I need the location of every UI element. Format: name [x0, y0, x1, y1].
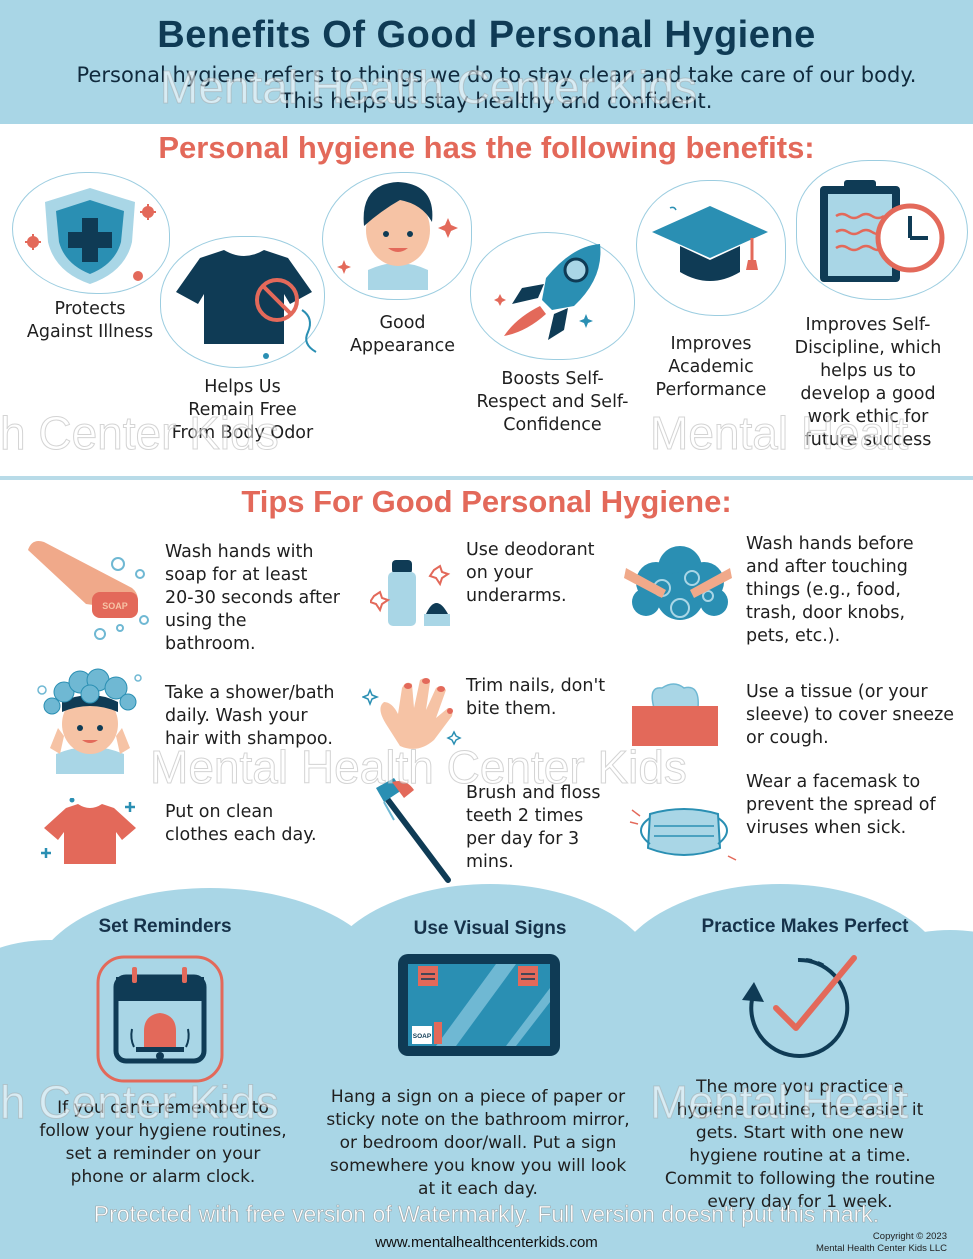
soap-label: SOAP	[413, 1033, 432, 1040]
intro-text: Personal hygiene refers to things we do …	[76, 63, 917, 113]
benefit-blob	[322, 172, 472, 300]
rocket-icon	[494, 244, 601, 340]
benefit-label: Good Appearance	[349, 313, 456, 356]
benefit-blob	[12, 172, 170, 294]
benefit-label: Protects Against Illness	[26, 299, 154, 342]
strategy-text: Hang a sign on a piece of paper or stick…	[326, 1087, 630, 1199]
tip-text: Brush and floss teeth 2 times per day fo…	[466, 783, 601, 872]
clean-shirt-icon	[41, 798, 136, 864]
washing-hands-icon	[624, 546, 732, 620]
strategy-title: Use Visual Signs	[413, 918, 567, 939]
graduation-cap-icon	[652, 206, 768, 281]
hand-nails-icon	[362, 678, 462, 749]
mirror-notes-icon: SOAP	[398, 954, 560, 1056]
soap-label: SOAP	[102, 601, 128, 611]
benefit-label: Helps Us Remain Free From Body Odor	[171, 377, 314, 443]
shampoo-head-icon	[37, 668, 142, 774]
benefit-blob	[636, 180, 786, 316]
tip-text: Trim nails, don't bite them.	[466, 676, 606, 719]
website-link[interactable]: www.mentalhealthcenterkids.com	[375, 1234, 598, 1251]
shirt-icon	[176, 250, 317, 359]
copyright-line: Copyright © 2023	[872, 1231, 947, 1242]
benefit-blob	[160, 236, 325, 368]
clipboard-clock-icon	[820, 180, 945, 282]
calendar-bell-icon	[96, 955, 224, 1083]
tip-text: Use deodorant on your underarms.	[466, 540, 595, 606]
tips-heading: Tips For Good Personal Hygiene:	[241, 484, 732, 519]
tip-text: Wash hands with soap for at least 20-30 …	[165, 542, 340, 654]
header-banner	[0, 0, 973, 124]
benefits-heading: Personal hygiene has the following benef…	[158, 130, 815, 165]
tip-text: Use a tissue (or your sleeve) to cover s…	[746, 682, 955, 748]
facemask-icon	[629, 808, 737, 861]
strategy-text: The more you practice a hygiene routine,…	[664, 1077, 936, 1212]
toothbrush-icon	[376, 778, 451, 883]
page-title: Benefits Of Good Personal Hygiene	[157, 14, 816, 56]
deodorant-icon	[370, 560, 451, 626]
benefit-label: Boosts Self-Respect and Self-Confidence	[476, 369, 629, 435]
tip-text: Wear a facemask to prevent the spread of…	[746, 772, 936, 838]
repeat-check-icon	[742, 955, 857, 1058]
tip-text: Put on clean clothes each day.	[165, 802, 317, 845]
happy-face-icon	[337, 182, 458, 290]
copyright: Copyright © 2023 Mental Health Center Ki…	[816, 1231, 947, 1255]
tip-text: Take a shower/bath daily. Wash your hair…	[165, 683, 335, 749]
copyright-line: Mental Health Center Kids LLC	[816, 1243, 947, 1254]
strategy-title: Practice Makes Perfect	[701, 916, 909, 937]
section-divider	[0, 476, 973, 480]
watermark-notice: Protected with free version of Watermark…	[93, 1201, 880, 1228]
hand-soap-icon: SOAP	[28, 541, 149, 640]
strategy-title: Set Reminders	[98, 916, 232, 937]
shield-icon	[25, 188, 156, 284]
benefit-label: Improves Academic Performance	[655, 334, 767, 400]
strategy-text: If you can't remember to follow your hyg…	[39, 1098, 287, 1187]
tissue-box-icon	[632, 683, 718, 746]
benefit-blob	[470, 232, 635, 360]
benefit-label: Improves Self-Discipline, which helps us…	[794, 315, 942, 450]
tip-text: Wash hands before and after touching thi…	[746, 534, 914, 646]
benefit-blob	[796, 160, 968, 300]
